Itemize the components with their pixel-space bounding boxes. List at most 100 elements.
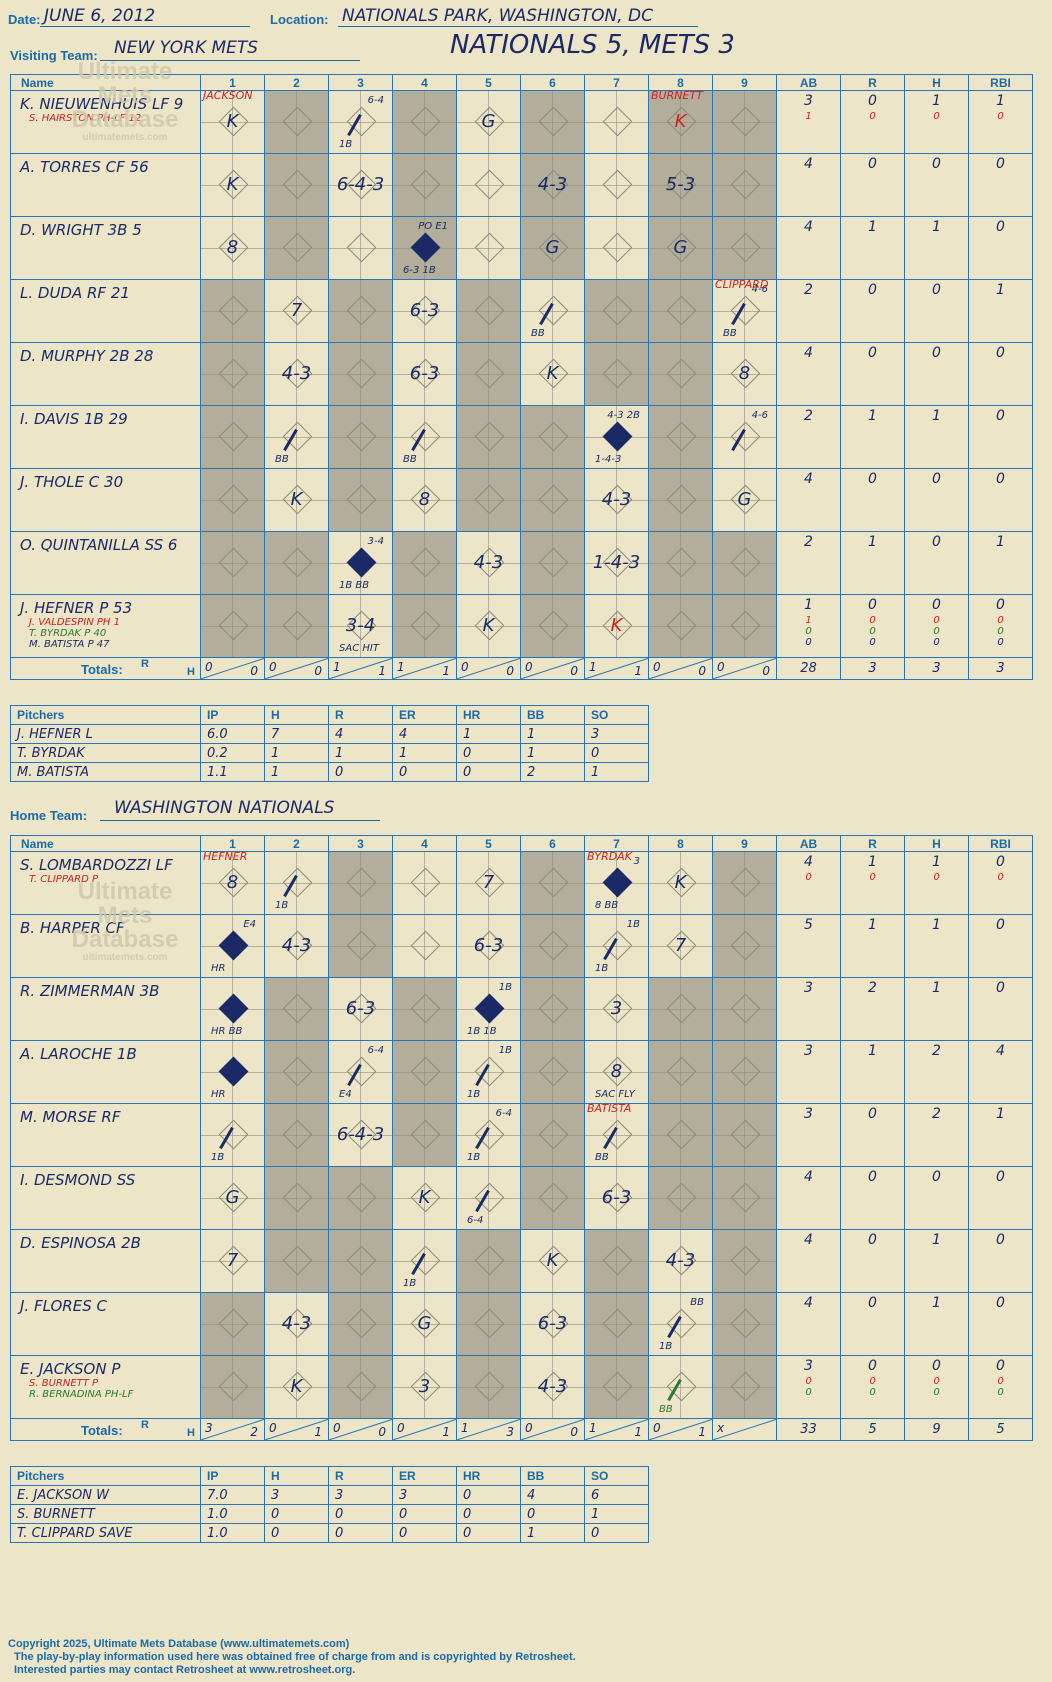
home-header-inning-3: 3 — [328, 835, 393, 852]
batter-ab: 4 — [804, 1232, 813, 1248]
home-r-cell: 0 — [840, 1229, 905, 1293]
batter-ab: 1 — [804, 597, 813, 613]
home-play-cell — [520, 1040, 585, 1104]
home-play-cell: E4 HR — [200, 914, 265, 978]
play-note: 1B — [595, 963, 609, 974]
batter-r: 0 — [868, 93, 877, 109]
base-diamond — [666, 421, 697, 452]
play-result: K — [226, 111, 239, 132]
visitors-play-cell: K BURNETT — [648, 90, 713, 154]
cell-guide — [713, 1387, 776, 1388]
cell-guide — [457, 500, 520, 501]
visitors-play-cell — [584, 216, 649, 280]
pitcher-stat: 1 — [520, 724, 585, 744]
visitors-pitchers-header-cell: R — [328, 705, 393, 725]
home-play-cell — [520, 914, 585, 978]
home-pitchers-header-cell: H — [264, 1466, 329, 1486]
batter-rbi: 0 — [996, 1295, 1005, 1311]
cell-guide — [585, 626, 648, 627]
pitcher-name: T. CLIPPARD SAVE — [10, 1523, 201, 1543]
visitors-ab-cell: 2 — [776, 531, 841, 595]
cell-guide — [329, 1009, 392, 1010]
batter-h: 1 — [932, 1232, 941, 1248]
substitute-ab: 0 — [805, 637, 812, 648]
base-diamond — [218, 484, 249, 515]
date-underline — [40, 26, 250, 27]
home-ab-cell: 4 — [776, 1166, 841, 1230]
pitcher-stat: 0 — [520, 1504, 585, 1524]
home-h-cell: 1 — [904, 1292, 969, 1356]
cell-guide — [393, 1198, 456, 1199]
play-result: G — [545, 237, 560, 258]
cell-guide — [713, 946, 776, 947]
visitors-batter-row: O. QUINTANILLA SS 6 3-4 1B BB 4-3 1-4-3 2 1 0 1 — [10, 531, 1033, 595]
pitcher-name: E. JACKSON W — [10, 1485, 201, 1505]
cell-guide — [265, 1324, 328, 1325]
cell-guide — [393, 1324, 456, 1325]
pitcher-stat: 0 — [392, 1504, 457, 1524]
visitors-batter-cell: D. MURPHY 2B 28 — [10, 342, 201, 406]
substitute-h: 0 — [933, 872, 940, 883]
play-note: 6-4 — [467, 1215, 484, 1226]
batter-ab: 2 — [804, 534, 813, 550]
play-result: 6-3 — [537, 1313, 568, 1334]
base-diamond — [730, 1371, 761, 1402]
visitors-play-cell — [200, 342, 265, 406]
visitors-batter-cell: I. DAVIS 1B 29 — [10, 405, 201, 469]
copyright-line: Copyright 2025, Ultimate Mets Database (… — [8, 1638, 350, 1650]
visitors-play-cell — [584, 90, 649, 154]
home-batter-row: R. ZIMMERMAN 3B HR BB 6-3 1B 1B 1B 3 3 2 1 0 — [10, 977, 1033, 1041]
batter-rbi: 0 — [996, 219, 1005, 235]
run-scored-diamond — [218, 993, 249, 1024]
cell-guide — [713, 122, 776, 123]
visitors-play-cell — [456, 153, 521, 217]
cell-guide — [585, 1009, 648, 1010]
home-play-cell: K — [392, 1166, 457, 1230]
play-result: 6-3 — [473, 935, 504, 956]
batter-name: B. HARPER CF — [20, 919, 125, 937]
play-result: K — [226, 174, 239, 195]
substitute-ab: 1 — [805, 111, 812, 122]
total-r: 3 — [868, 661, 877, 676]
totals-h-header: H — [187, 1427, 195, 1439]
visitors-totals-row: Totals: R H 0 0 0 0 1 1 1 1 0 0 0 0 1 1 0 0 0 0 28 3 3 3 — [10, 657, 1033, 680]
inning-runs: 0 — [269, 1421, 277, 1435]
base-diamond — [538, 610, 569, 641]
home-header-inning-5: 5 — [456, 835, 521, 852]
visitors-pitcher-row: J. HEFNER L 6.0 7 4 4 1 1 3 — [10, 724, 649, 744]
run-scored-diamond — [602, 867, 633, 898]
cell-guide — [201, 1387, 264, 1388]
batter-ab: 4 — [804, 1169, 813, 1185]
cell-guide — [393, 946, 456, 947]
substitute-name: S. BURNETT P — [29, 1378, 99, 1389]
base-diamond — [666, 1119, 697, 1150]
home-batter-cell: D. ESPINOSA 2B — [10, 1229, 201, 1293]
inning-runs: 1 — [333, 660, 341, 674]
home-play-cell: 1B — [200, 1103, 265, 1167]
retrosheet-contact-line: Interested parties may contact Retroshee… — [14, 1664, 356, 1676]
cell-guide — [457, 185, 520, 186]
cell-guide — [521, 1072, 584, 1073]
base-diamond — [474, 1371, 505, 1402]
inning-hits: 0 — [250, 664, 258, 678]
home-rbi-cell: 4 — [968, 1040, 1033, 1104]
home-play-cell — [392, 851, 457, 915]
visitors-ab-cell: 4 — [776, 153, 841, 217]
visitors-pitchers-header-cell: H — [264, 705, 329, 725]
visitors-header-h: H — [904, 74, 969, 91]
play-result: 7 — [674, 935, 687, 956]
batter-name: J. HEFNER P 53 — [20, 599, 133, 617]
base-diamond — [410, 106, 441, 137]
base-diamond — [218, 1371, 249, 1402]
cell-guide — [649, 883, 712, 884]
play-note: 1B — [339, 139, 353, 150]
pitcher-stat: 0 — [584, 743, 649, 763]
visitors-rbi-cell: 0 — [968, 405, 1033, 469]
cell-guide — [585, 563, 648, 564]
home-play-cell: 6-4 1B — [456, 1103, 521, 1167]
